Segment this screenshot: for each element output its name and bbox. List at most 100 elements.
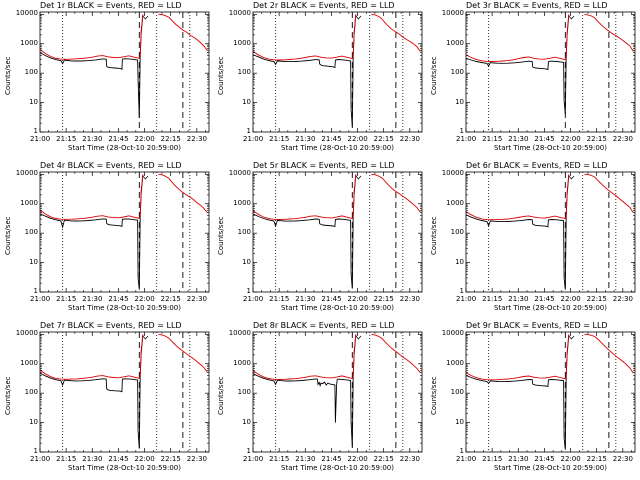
x-tick-label: 21:30 [82,135,103,143]
panel-title: Det 5r BLACK = Events, RED = LLD [253,161,395,170]
panel-title: Det 6r BLACK = Events, RED = LLD [466,161,608,170]
x-tick-label: 22:15 [586,135,607,143]
x-tick-label: 21:45 [321,295,342,303]
lld-series-line [466,174,570,221]
x-tick-label: 22:30 [612,455,633,463]
chart-svg [252,331,423,453]
chart-svg [465,171,636,293]
detector-panel: 1 10 100 1000 10000 21:00 21:15 21:30 21:45 22:00… [0,160,213,320]
y-tick-label: 10 [455,257,464,266]
y-tick-label: 1000 [20,38,38,47]
chart-svg [252,11,423,133]
lld-series-line [40,174,144,220]
x-tick-label: 21:00 [243,135,264,143]
x-axis-label: Start Time (28-Oct-10 20:59:00) [68,144,181,152]
x-tick-label: 21:45 [108,135,129,143]
lld-series-line [371,173,421,213]
x-tick-label: 22:00 [347,295,368,303]
y-tick-label: 10000 [228,329,251,338]
x-tick-label: 22:00 [560,455,581,463]
plot-frame [465,331,636,453]
events-series-line [466,174,570,290]
detector-panel: 1 10 100 1000 10000 21:00 21:15 21:30 21:45 22:00… [0,0,213,160]
detector-panel: 1 10 100 1000 10000 21:00 21:15 21:30 21:45 22:00… [0,320,213,480]
events-series-line [40,14,144,119]
x-tick-label: 22:00 [134,455,155,463]
x-tick-label: 21:45 [534,135,555,143]
x-tick-label: 21:15 [482,455,503,463]
y-axis-label: Counts/sec [217,56,225,95]
plot-frame [252,331,423,453]
x-tick-label: 21:30 [295,295,316,303]
x-axis-label: Start Time (28-Oct-10 20:59:00) [494,304,607,312]
y-tick-label: 10000 [15,9,38,18]
x-axis-label: Start Time (28-Oct-10 20:59:00) [494,144,607,152]
x-tick-label: 21:15 [269,455,290,463]
y-axis-label: Counts/sec [4,216,12,255]
events-series-line [466,334,570,450]
plot-frame [252,171,423,293]
x-axis-label: Start Time (28-Oct-10 20:59:00) [68,304,181,312]
x-tick-label: 22:15 [160,455,181,463]
panel-title: Det 1r BLACK = Events, RED = LLD [40,1,182,10]
y-tick-label: 1 [33,127,38,135]
x-axis-label: Start Time (28-Oct-10 20:59:00) [281,304,394,312]
lld-series-line [466,334,570,381]
y-tick-label: 1 [459,287,464,295]
panel-title: Det 7r BLACK = Events, RED = LLD [40,321,182,330]
x-tick-label: 22:15 [373,295,394,303]
x-tick-label: 22:00 [347,455,368,463]
y-tick-label: 10000 [441,169,464,178]
y-tick-label: 1000 [446,38,464,47]
lld-series-line [158,333,208,373]
y-tick-label: 1 [246,287,251,295]
x-tick-label: 22:30 [399,295,420,303]
lld-series-line [371,333,421,373]
y-tick-label: 10 [29,417,38,426]
panel-title: Det 3r BLACK = Events, RED = LLD [466,1,608,10]
x-tick-label: 21:00 [30,135,51,143]
y-tick-label: 100 [24,68,38,77]
y-axis-label: Counts/sec [217,376,225,415]
y-tick-label: 1 [246,127,251,135]
x-tick-label: 21:30 [295,135,316,143]
x-tick-label: 22:00 [560,295,581,303]
y-tick-label: 10 [29,257,38,266]
saturation-marker [355,335,362,340]
x-tick-label: 21:30 [82,455,103,463]
saturation-marker [142,335,149,340]
x-tick-label: 21:45 [108,455,129,463]
x-axis-label: Start Time (28-Oct-10 20:59:00) [68,464,181,472]
lld-series-line [40,334,144,380]
lld-series-line [158,13,208,51]
x-tick-label: 22:15 [373,135,394,143]
lld-series-line [253,14,357,61]
y-axis-label: Counts/sec [4,56,12,95]
y-tick-label: 100 [450,228,464,237]
y-tick-label: 10 [455,97,464,106]
panel-title: Det 9r BLACK = Events, RED = LLD [466,321,608,330]
lld-series-line [584,173,634,213]
plot-frame [39,171,210,293]
saturation-marker [568,175,575,180]
y-axis-label: Counts/sec [430,56,438,95]
y-tick-label: 10 [242,257,251,266]
y-tick-label: 10000 [441,9,464,18]
panel-title: Det 8r BLACK = Events, RED = LLD [253,321,395,330]
y-tick-label: 10 [29,97,38,106]
x-tick-label: 21:15 [56,295,77,303]
saturation-marker [142,15,149,20]
x-tick-label: 22:15 [160,295,181,303]
y-tick-label: 100 [24,228,38,237]
y-tick-label: 10000 [15,329,38,338]
detector-panel: 1 10 100 1000 10000 21:00 21:15 21:30 21:45 22:00… [426,160,639,320]
y-tick-label: 1000 [233,198,251,207]
x-tick-label: 22:00 [134,295,155,303]
chart-svg [39,171,210,293]
events-series-line [40,334,144,449]
x-tick-label: 21:45 [534,295,555,303]
y-tick-label: 100 [450,388,464,397]
plot-frame [252,11,423,133]
y-tick-label: 1 [33,287,38,295]
